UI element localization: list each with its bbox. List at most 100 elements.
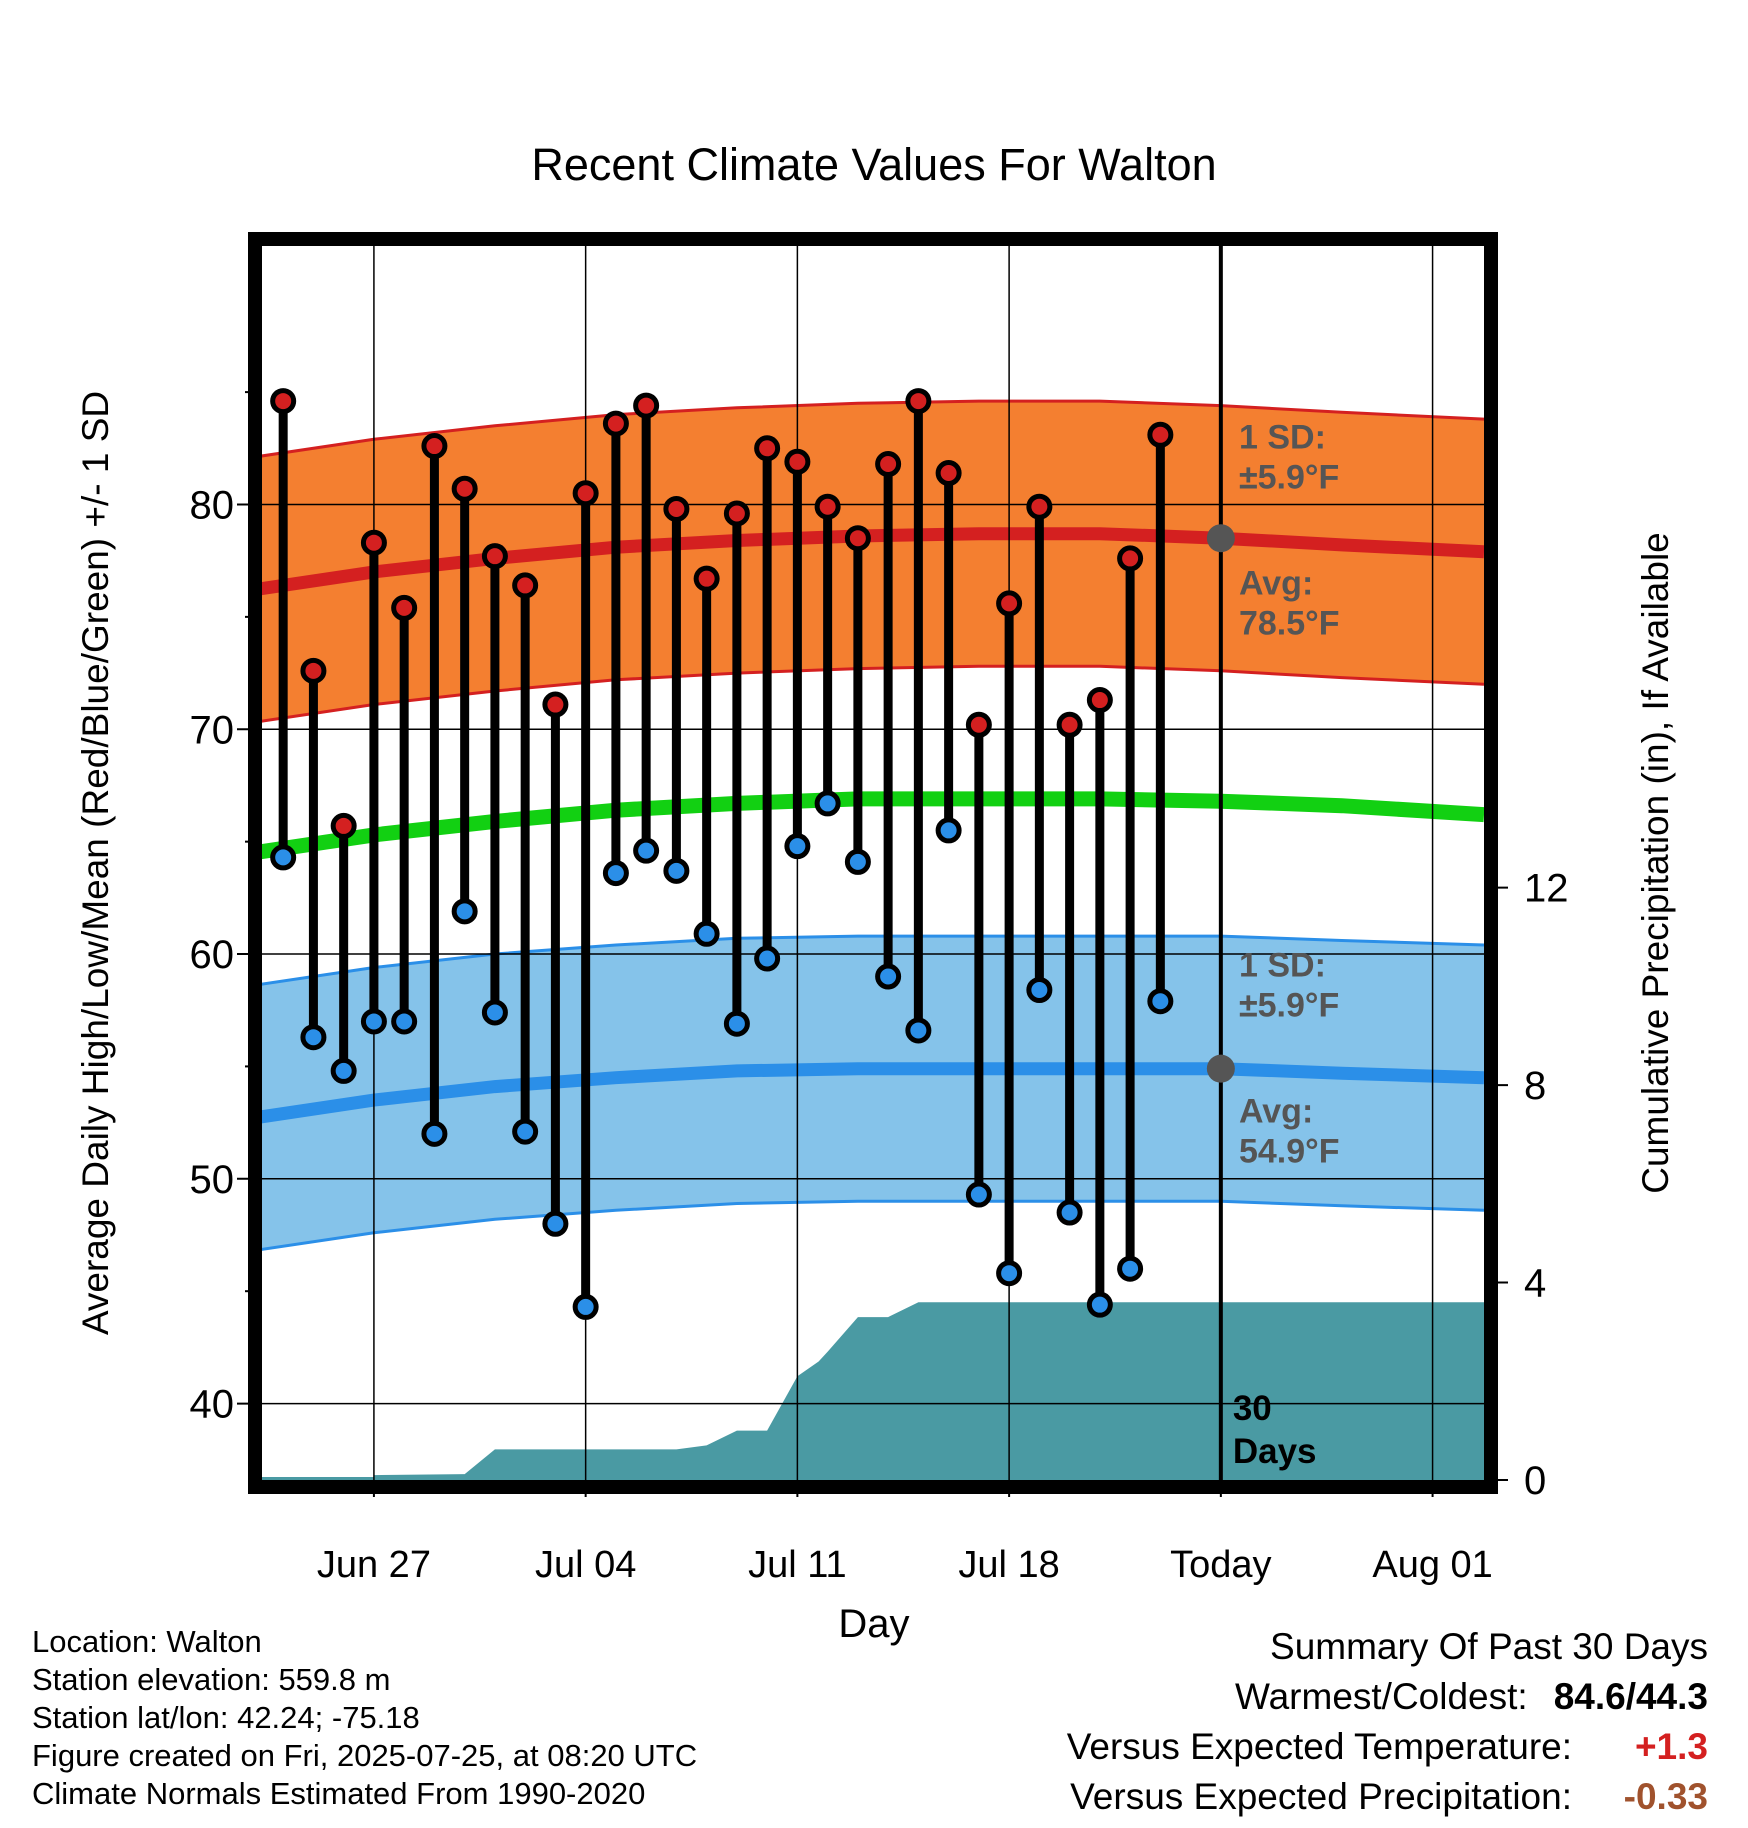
high-point bbox=[1056, 711, 1083, 738]
annotation-label: Avg: bbox=[1239, 564, 1313, 602]
plot-inner bbox=[262, 246, 1484, 1480]
low-point bbox=[1056, 1199, 1083, 1226]
high-point bbox=[602, 410, 629, 437]
annotation-value: ±5.9°F bbox=[1239, 458, 1339, 496]
y-tick-label: 80 bbox=[190, 483, 235, 527]
high-point bbox=[421, 433, 448, 460]
y-tick-label: 40 bbox=[190, 1383, 235, 1427]
low-band-upper-edge bbox=[262, 934, 1484, 986]
low-point bbox=[1117, 1255, 1144, 1282]
y-tick-label: 60 bbox=[190, 933, 235, 977]
high-point bbox=[663, 495, 690, 522]
annotation-label: Avg: bbox=[1239, 1093, 1313, 1131]
low-band-lower-edge bbox=[262, 1199, 1484, 1251]
high-point bbox=[512, 572, 539, 599]
high-point bbox=[723, 500, 750, 527]
high-sd-band bbox=[262, 401, 1484, 722]
high-band-upper-edge bbox=[262, 399, 1484, 458]
elevation-text: Station elevation: 559.8 m bbox=[32, 1662, 391, 1697]
annotation-label: 1 SD: bbox=[1239, 418, 1326, 456]
low-sd-band bbox=[262, 936, 1484, 1250]
low-point bbox=[1086, 1291, 1113, 1318]
high-point bbox=[784, 448, 811, 475]
high-point bbox=[481, 543, 508, 570]
low-point bbox=[754, 945, 781, 972]
high-point bbox=[905, 388, 932, 415]
high-point bbox=[633, 392, 660, 419]
annotation-value: 78.5°F bbox=[1239, 604, 1340, 642]
x-tick-label: Today bbox=[1170, 1544, 1271, 1586]
summary-precip-value: -0.33 bbox=[1623, 1776, 1708, 1817]
y2-axis-label: Cumulative Precipitation (in), If Availa… bbox=[1635, 532, 1676, 1194]
low-point bbox=[421, 1120, 448, 1147]
high-point bbox=[451, 475, 478, 502]
annotation-label: 1 SD: bbox=[1239, 947, 1326, 985]
created-text: Figure created on Fri, 2025-07-25, at 08… bbox=[32, 1738, 698, 1773]
low-point bbox=[814, 790, 841, 817]
low-point bbox=[300, 1024, 327, 1051]
low-point bbox=[844, 848, 871, 875]
today-label-count: 30 bbox=[1233, 1389, 1272, 1428]
low-point bbox=[1026, 976, 1053, 1003]
low-point bbox=[391, 1008, 418, 1035]
high-point bbox=[360, 529, 387, 556]
low-point bbox=[1147, 988, 1174, 1015]
high-point bbox=[844, 525, 871, 552]
low-point bbox=[633, 837, 660, 864]
summary-warm-row: Warmest/Coldest: 84.6/44.3 bbox=[1235, 1676, 1708, 1718]
summary-precip-label: Versus Expected Precipitation: bbox=[1070, 1776, 1572, 1817]
x-tick-label: Jul 11 bbox=[748, 1544, 847, 1586]
x-tick-label: Jul 18 bbox=[958, 1544, 1059, 1586]
high-point bbox=[270, 388, 297, 415]
low-point bbox=[784, 833, 811, 860]
low-point bbox=[451, 898, 478, 925]
summary-temp-value: +1.3 bbox=[1634, 1726, 1708, 1767]
high-point bbox=[693, 565, 720, 592]
avg-low-line bbox=[262, 1062, 1484, 1124]
chart-title: Recent Climate Values For Walton bbox=[531, 139, 1216, 190]
x-tick-label: Aug 01 bbox=[1372, 1544, 1492, 1586]
high-point bbox=[754, 435, 781, 462]
normals-text: Climate Normals Estimated From 1990-2020 bbox=[32, 1776, 646, 1811]
high-point bbox=[1086, 687, 1113, 714]
high-point bbox=[814, 493, 841, 520]
y2-tick-label: 12 bbox=[1524, 867, 1569, 911]
avg-marker bbox=[1206, 524, 1235, 553]
x-axis-label: Day bbox=[838, 1602, 909, 1646]
today-label-days: Days bbox=[1233, 1432, 1317, 1471]
low-point bbox=[996, 1260, 1023, 1287]
station-info: Location: Walton Station elevation: 559.… bbox=[32, 1623, 697, 1813]
low-point bbox=[542, 1210, 569, 1237]
high-point bbox=[572, 480, 599, 507]
y-tick-label: 70 bbox=[190, 708, 235, 752]
low-point bbox=[270, 844, 297, 871]
summary-warm-value: 84.6/44.3 bbox=[1553, 1676, 1708, 1717]
annotation-value: ±5.9°F bbox=[1239, 987, 1339, 1025]
location-text: Location: Walton bbox=[32, 1624, 262, 1659]
low-point bbox=[965, 1181, 992, 1208]
latlon-text: Station lat/lon: 42.24; -75.18 bbox=[32, 1700, 420, 1735]
summary-temp-label: Versus Expected Temperature: bbox=[1066, 1726, 1572, 1767]
y2-tick-label: 8 bbox=[1524, 1064, 1546, 1108]
low-point bbox=[330, 1057, 357, 1084]
summary-title: Summary Of Past 30 Days bbox=[1270, 1626, 1708, 1667]
y2-tick-label: 0 bbox=[1524, 1459, 1546, 1503]
annotation-value: 54.9°F bbox=[1239, 1133, 1340, 1171]
high-point bbox=[300, 657, 327, 684]
high-point bbox=[935, 460, 962, 487]
low-point bbox=[693, 920, 720, 947]
low-point bbox=[935, 817, 962, 844]
low-point bbox=[360, 1008, 387, 1035]
low-point bbox=[875, 963, 902, 990]
summary-temp-row: Versus Expected Temperature: +1.3 bbox=[1067, 1726, 1708, 1768]
low-point bbox=[572, 1293, 599, 1320]
precip-area bbox=[262, 1302, 1484, 1480]
x-tick-label: Jul 04 bbox=[535, 1544, 636, 1586]
y-axis-label: Average Daily High/Low/Mean (Red/Blue/Gr… bbox=[75, 391, 116, 1335]
high-point bbox=[1026, 493, 1053, 520]
avg-marker bbox=[1206, 1054, 1235, 1083]
plot-frame bbox=[248, 232, 1498, 1494]
summary-precip-row: Versus Expected Precipitation: -0.33 bbox=[1070, 1776, 1708, 1818]
high-point bbox=[1147, 421, 1174, 448]
low-point bbox=[663, 857, 690, 884]
